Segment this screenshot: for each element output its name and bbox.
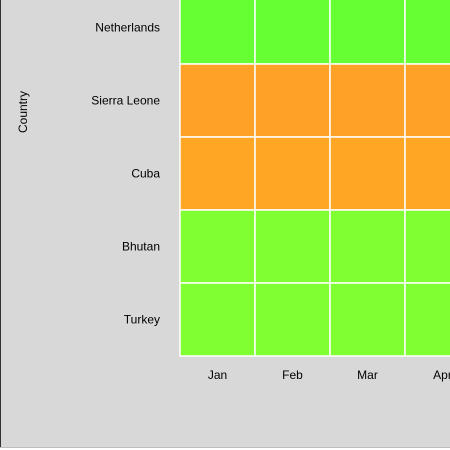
x-axis-tick-labels: Jan Feb Mar Apr [208, 368, 450, 382]
heatmap-cell-bhutan-feb [254, 209, 331, 284]
heatmap-cell-netherlands-jan [179, 0, 256, 65]
heatmap-cell-sierra-leone-jan [179, 63, 256, 138]
heatmap-cells [179, 0, 450, 357]
y-tick-label: Turkey [124, 313, 160, 327]
heatmap-cell-bhutan-jan [179, 209, 256, 284]
heatmap-cell-netherlands-apr [404, 0, 450, 65]
heatmap-cell-turkey-apr [404, 282, 450, 357]
heatmap-cell-sierra-leone-apr [404, 63, 450, 138]
y-axis-title: Country [16, 91, 30, 133]
x-tick-label: Apr [433, 368, 450, 382]
heatmap-cell-bhutan-apr [404, 209, 450, 284]
heatmap-cell-cuba-mar [329, 136, 406, 211]
heatmap-cell-sierra-leone-feb [254, 63, 331, 138]
y-tick-label: Cuba [131, 167, 160, 181]
heatmap-cell-turkey-jan [179, 282, 256, 357]
y-tick-label: Sierra Leone [91, 94, 160, 108]
heatmap-cell-cuba-feb [254, 136, 331, 211]
x-tick-label: Jan [208, 368, 227, 382]
y-tick-label: Bhutan [122, 240, 160, 254]
heatmap-cell-cuba-jan [179, 136, 256, 211]
y-axis-tick-labels: Netherlands Sierra Leone Cuba Bhutan Turkey [91, 21, 160, 327]
heatmap-cell-turkey-feb [254, 282, 331, 357]
panel-left-border [0, 0, 1, 447]
heatmap-cell-netherlands-feb [254, 0, 331, 65]
heatmap-cell-cuba-apr [404, 136, 450, 211]
x-tick-label: Mar [357, 368, 378, 382]
heatmap-cell-sierra-leone-mar [329, 63, 406, 138]
x-tick-label: Feb [282, 368, 303, 382]
heatmap-cell-bhutan-mar [329, 209, 406, 284]
panel-bottom-border [0, 447, 450, 448]
heatmap-cell-turkey-mar [329, 282, 406, 357]
heatmap-cell-netherlands-mar [329, 0, 406, 65]
y-tick-label: Netherlands [95, 21, 160, 35]
